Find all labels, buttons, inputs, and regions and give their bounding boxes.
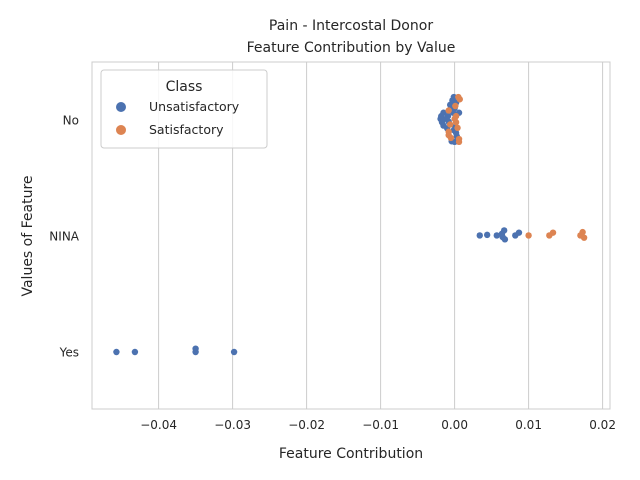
data-point [525,232,532,239]
legend-title: Class [166,79,203,95]
x-axis-label: Feature Contribution [279,446,423,462]
data-point [192,348,199,356]
data-point [445,107,452,114]
legend-label-satisfactory: Satisfactory [149,122,224,137]
x-tick-label: −0.04 [140,418,177,432]
data-point [501,236,509,243]
data-point [452,119,460,126]
data-point [446,101,454,109]
data-point [493,232,500,239]
x-tick-label: 0.02 [589,418,616,432]
x-axis-ticks: −0.04 −0.03 −0.02 −0.01 0.00 0.01 0.02 [140,418,616,432]
data-point [476,232,483,239]
x-tick-label: 0.00 [441,418,468,432]
data-point [546,232,553,239]
x-tick-label: −0.01 [362,418,399,432]
y-axis-label: Values of Feature [20,175,36,296]
data-point [113,348,120,356]
data-point [230,348,238,356]
data-point [452,102,459,110]
legend-marker-satisfactory [116,125,126,135]
data-point [446,121,454,128]
series-unsatisfactory [113,93,523,356]
legend-label-unsatisfactory: Unsatisfactory [149,99,240,114]
y-tick-label: No [63,114,79,128]
data-point [455,138,463,146]
x-tick-label: 0.01 [515,418,542,432]
x-tick-label: −0.03 [214,418,251,432]
data-point [580,234,588,241]
y-tick-label: NINA [49,230,79,244]
data-point [483,231,491,239]
data-point [512,232,519,239]
legend-marker-unsatisfactory [116,102,126,112]
y-axis-ticks: No NINA Yes [49,114,79,360]
legend: Class Unsatisfactory Satisfactory [100,69,268,149]
chart-title: Pain - Intercostal Donor [269,18,433,34]
data-points [113,93,588,356]
data-point [447,134,455,142]
data-point [131,348,139,356]
data-point [454,124,461,132]
plot-frame [91,61,611,410]
chart-subtitle: Feature Contribution by Value [247,40,456,56]
y-tick-label: Yes [59,346,79,360]
data-point [456,96,463,103]
legend-box [100,69,268,149]
x-tick-label: −0.02 [288,418,325,432]
series-satisfactory [445,93,588,241]
